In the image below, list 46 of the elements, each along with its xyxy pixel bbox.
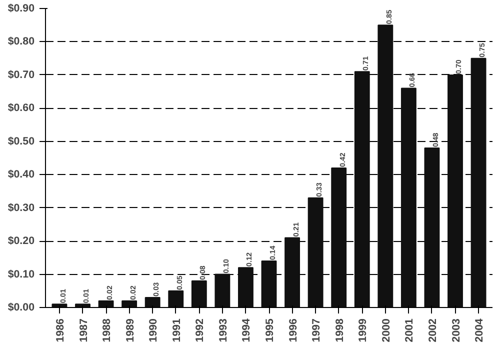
y-tick-label: $0.40: [8, 168, 35, 181]
bar: [261, 260, 277, 308]
y-tick-label: $0.50: [8, 135, 35, 148]
x-tick-label: 1992: [194, 318, 206, 342]
bar: [214, 274, 230, 308]
bar: [144, 297, 160, 308]
y-tick-label: $0.00: [8, 302, 35, 314]
x-tick-label: 1994: [240, 318, 253, 342]
y-tick-label: $0.60: [8, 102, 35, 114]
bar: [168, 290, 184, 308]
x-tick-label: 1998: [334, 318, 346, 342]
bar: [191, 280, 207, 308]
bar: [331, 167, 347, 308]
x-tick-label: 1990: [148, 318, 160, 342]
bar: [354, 71, 370, 308]
bar: [122, 300, 138, 308]
x-tick-label: 1995: [264, 318, 276, 342]
x-tick-label: 1997: [310, 318, 323, 342]
bar: [378, 24, 394, 308]
y-tick-label: $0.80: [8, 36, 35, 48]
x-tick-label: 1986: [54, 318, 66, 342]
y-tick-label: $0.30: [8, 202, 35, 214]
x-tick-label: 1996: [287, 318, 300, 342]
x-tick-label: 1989: [124, 318, 136, 342]
bar: [308, 197, 324, 308]
x-tick-label: 2004: [474, 318, 486, 342]
bar: [400, 88, 416, 308]
bar: [284, 237, 300, 308]
y-tick-label: $0.10: [8, 268, 35, 280]
x-tick-label: 2000: [380, 318, 392, 342]
x-tick-label: 2001: [404, 318, 416, 342]
y-tick-label: $0.90: [8, 2, 35, 14]
x-tick-label: 1991: [170, 318, 183, 342]
x-tick-label: 1987: [78, 318, 90, 342]
bar: [75, 304, 90, 308]
bar: [424, 148, 440, 308]
x-tick-label: 1993: [217, 318, 230, 342]
x-tick-label: 1999: [357, 318, 370, 342]
x-tick-label: 2002: [426, 318, 439, 342]
y-tick-label: $0.70: [8, 68, 35, 81]
bar: [448, 74, 463, 308]
bar: [470, 58, 486, 308]
bar: [238, 267, 254, 308]
x-tick-label: 1988: [101, 318, 114, 342]
x-tick-label: 2003: [450, 318, 462, 342]
y-tick-label: $0.20: [8, 235, 35, 248]
